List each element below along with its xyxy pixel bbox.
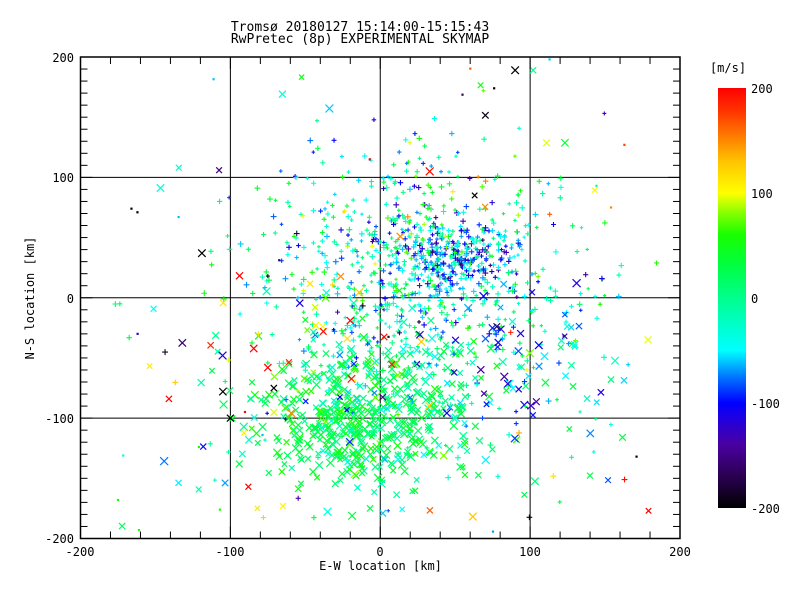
axes-box-and-ticks bbox=[79, 56, 681, 540]
y-tick-label: 100 bbox=[52, 171, 74, 185]
y-tick-label: 200 bbox=[52, 51, 74, 65]
y-tick-label: -200 bbox=[45, 532, 74, 546]
x-tick-label: 200 bbox=[669, 545, 691, 559]
y-axis-label: N-S location [km] bbox=[23, 236, 37, 360]
x-tick-label: -100 bbox=[215, 545, 245, 559]
colorbar-title: [m/s] bbox=[709, 61, 747, 75]
title-block: Tromsø 20180127 15:14:00-15:15:43 RwPret… bbox=[60, 20, 660, 47]
x-tick-label: -200 bbox=[65, 545, 95, 559]
colorbar-tick-label: 100 bbox=[751, 187, 773, 201]
colorbar-tick-label: 200 bbox=[751, 82, 773, 96]
x-tick-label: 0 bbox=[376, 545, 384, 559]
chart-title: Tromsø 20180127 15:14:00-15:15:43 bbox=[230, 20, 490, 35]
x-tick-label: 100 bbox=[519, 545, 541, 559]
y-tick-label: 0 bbox=[66, 292, 74, 306]
colorbar-tick-label: -100 bbox=[751, 397, 780, 411]
chart-subtitle: RwPretec (8p) EXPERIMENTAL SKYMAP bbox=[230, 32, 490, 47]
y-tick-label: -100 bbox=[45, 412, 74, 426]
x-axis-label: E-W location [km] bbox=[319, 559, 442, 573]
colorbar-tick-label: -200 bbox=[751, 502, 780, 516]
colorbar-gradient bbox=[718, 88, 746, 508]
colorbar-tick-label: 0 bbox=[751, 292, 759, 306]
scatter-points bbox=[112, 58, 659, 533]
